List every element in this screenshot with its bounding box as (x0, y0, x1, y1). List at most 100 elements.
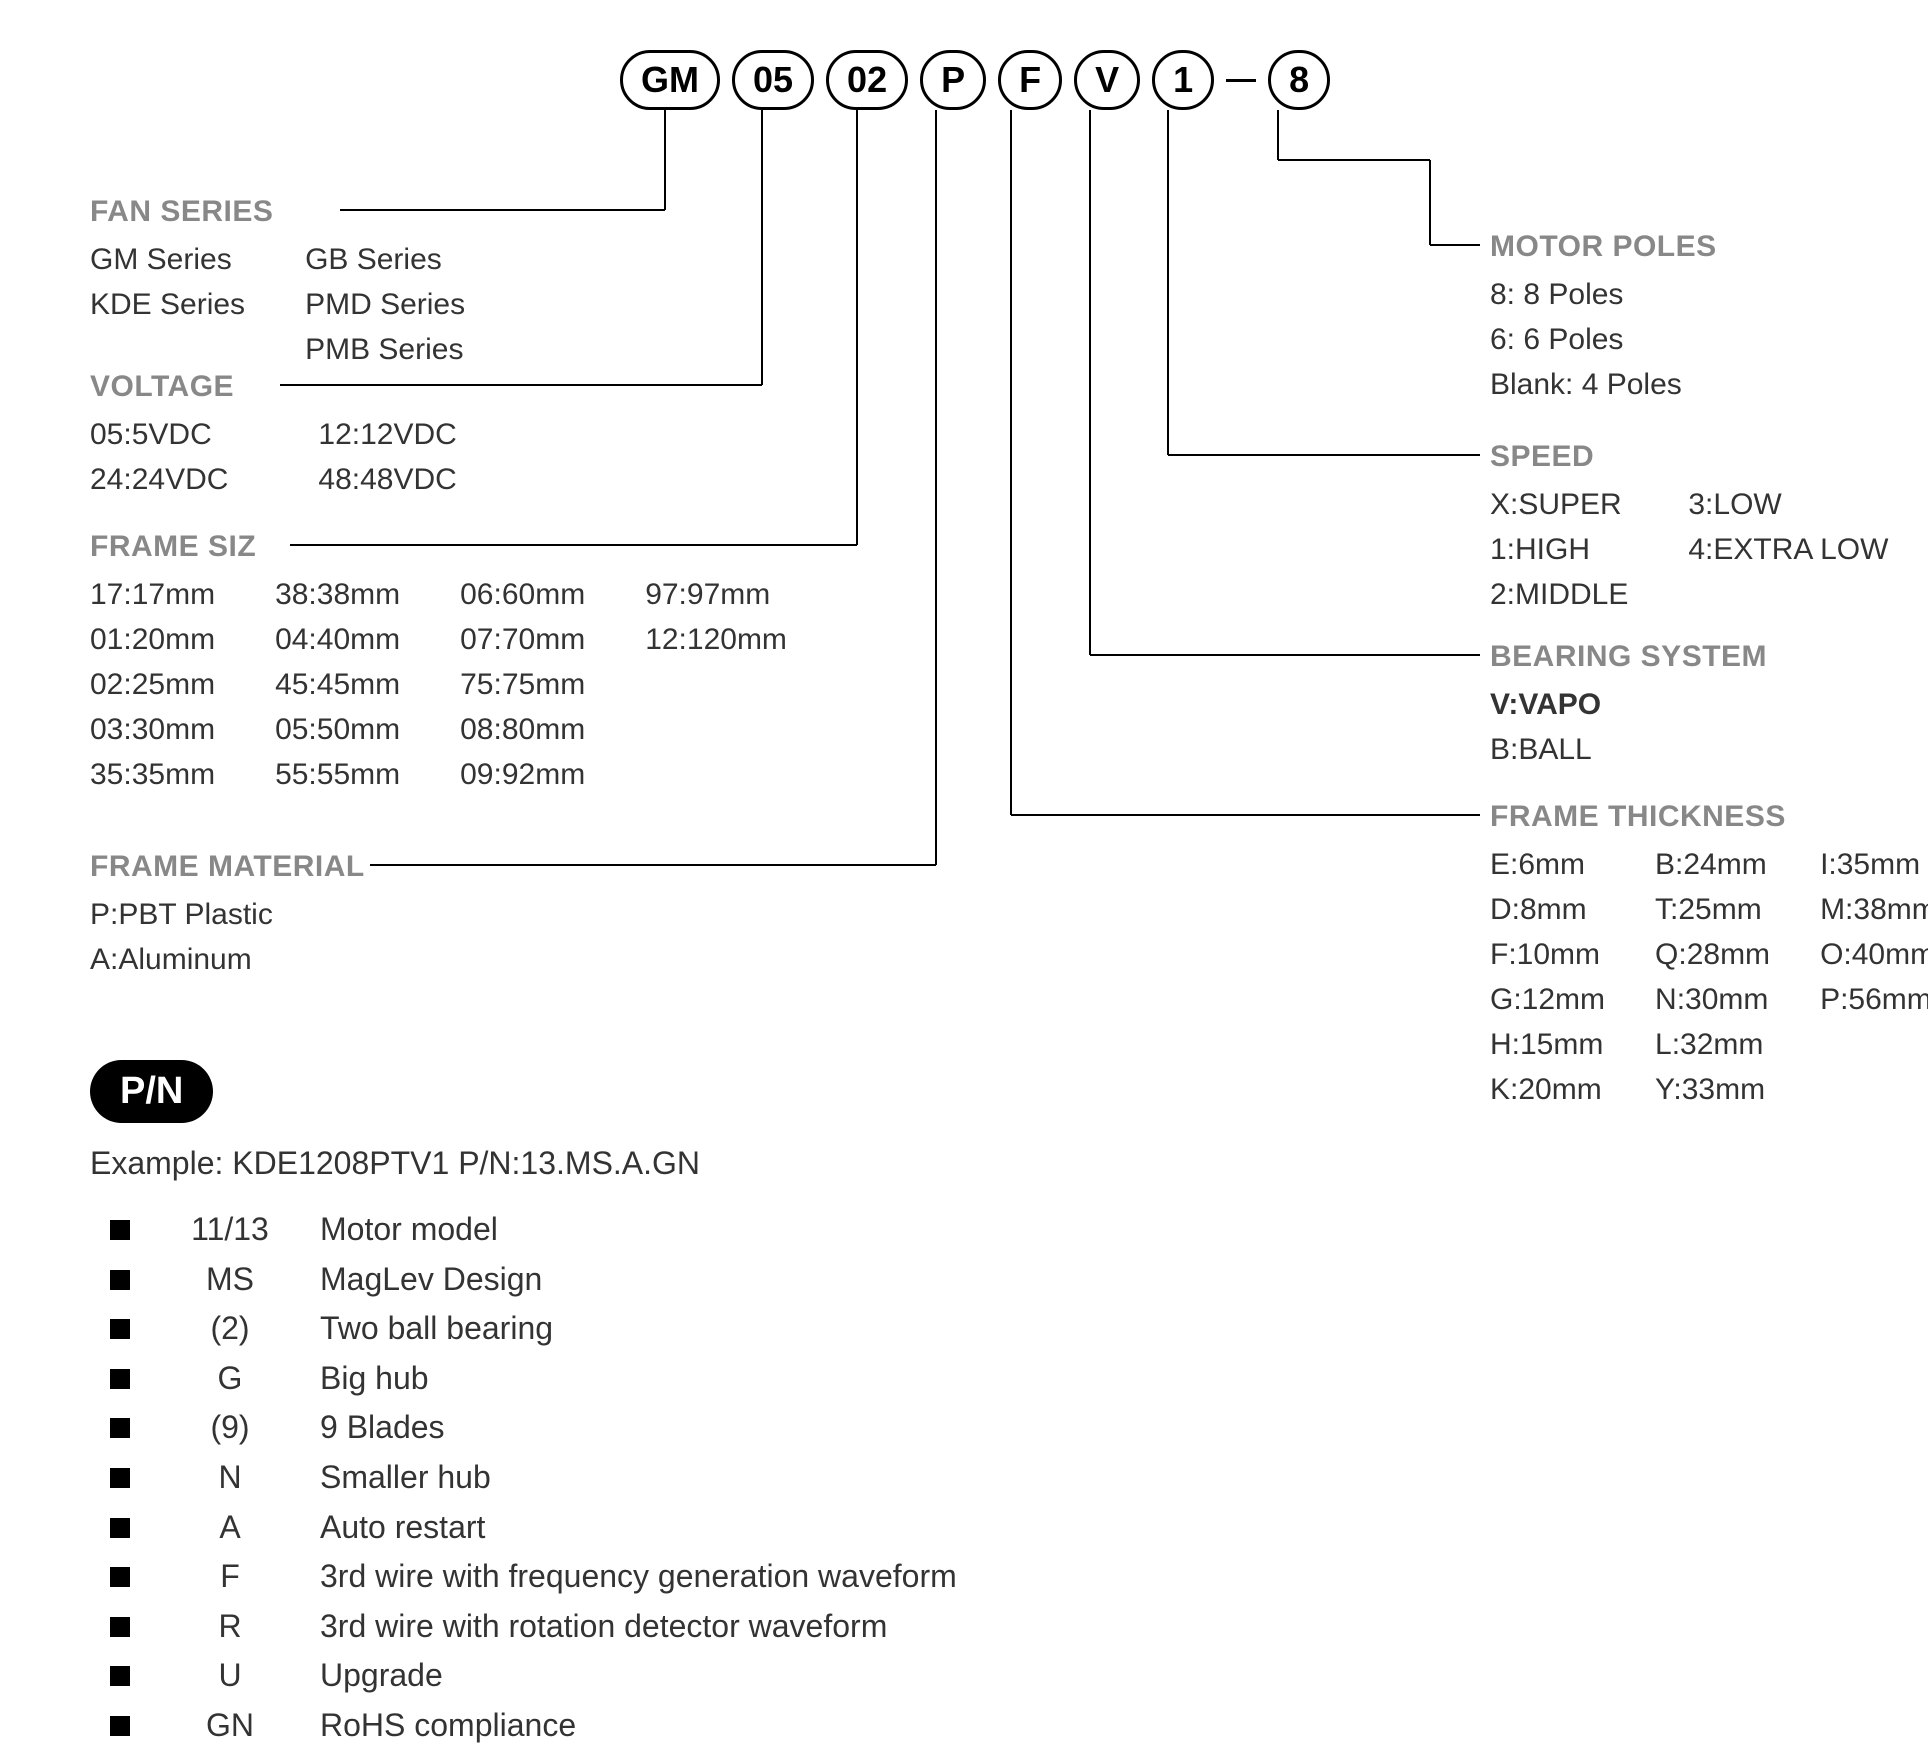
section-columns: 8: 8 Poles6: 6 PolesBlank: 4 Poles (1490, 272, 1717, 407)
pn-example: Example: KDE1208PTV1 P/N:13.MS.A.GN (90, 1145, 700, 1182)
pn-code: U (160, 1651, 300, 1701)
section-item: L:32mm (1655, 1022, 1770, 1067)
section-item: 01:20mm (90, 617, 215, 662)
section-item: 12:120mm (645, 617, 787, 662)
pn-row: MSMagLev Design (110, 1255, 957, 1305)
pn-list: 11/13Motor modelMSMagLev Design(2)Two ba… (110, 1205, 957, 1751)
section-item: 4:EXTRA LOW (1688, 527, 1888, 572)
section-item: 45:45mm (275, 662, 400, 707)
pn-row: 11/13Motor model (110, 1205, 957, 1255)
left-section: VOLTAGE05:5VDC24:24VDC12:12VDC48:48VDC (90, 370, 457, 502)
section-column: 17:17mm01:20mm02:25mm03:30mm35:35mm (90, 572, 215, 797)
part-number-code-row: GM 05 02 P F V 1 8 (620, 50, 1330, 110)
bullet-icon (110, 1220, 130, 1240)
pn-row: GBig hub (110, 1354, 957, 1404)
section-columns: 05:5VDC24:24VDC 12:12VDC48:48VDC (90, 412, 457, 502)
pn-description: MagLev Design (320, 1255, 542, 1305)
section-column: V:VAPOB:BALL (1490, 682, 1601, 772)
pn-row: GNRoHS compliance (110, 1701, 957, 1751)
bullet-icon (110, 1716, 130, 1736)
section-column: 06:60mm07:70mm75:75mm08:80mm09:92mm (460, 572, 585, 797)
section-column: GB SeriesPMD SeriesPMB Series (305, 237, 465, 372)
pn-row: (2)Two ball bearing (110, 1304, 957, 1354)
section-item: 38:38mm (275, 572, 400, 617)
section-item: N:30mm (1655, 977, 1770, 1022)
section-item: 3:LOW (1688, 482, 1888, 527)
left-section: FRAME SIZ17:17mm01:20mm02:25mm03:30mm35:… (90, 530, 787, 797)
right-section: FRAME THICKNESS E:6mmD:8mmF:10mmG:12mmH:1… (1490, 800, 1928, 1112)
bullet-icon (110, 1418, 130, 1438)
right-section: MOTOR POLES8: 8 Poles6: 6 PolesBlank: 4 … (1490, 230, 1717, 407)
section-item: 17:17mm (90, 572, 215, 617)
pn-description: Two ball bearing (320, 1304, 553, 1354)
section-item: I:35mm (1820, 842, 1928, 887)
section-item: V:VAPO (1490, 682, 1601, 727)
section-item: 1:HIGH (1490, 527, 1628, 572)
pn-row: UUpgrade (110, 1651, 957, 1701)
section-item: Q:28mm (1655, 932, 1770, 977)
section-item: D:8mm (1490, 887, 1605, 932)
section-title: FRAME MATERIAL (90, 850, 365, 884)
pn-row: R3rd wire with rotation detector wavefor… (110, 1602, 957, 1652)
section-columns: X:SUPER1:HIGH2:MIDDLE 3:LOW4:EXTRA LOW (1490, 482, 1888, 617)
section-columns: V:VAPOB:BALL (1490, 682, 1767, 772)
section-item: G:12mm (1490, 977, 1605, 1022)
pn-description: Auto restart (320, 1503, 485, 1553)
code-pill-6: 1 (1152, 50, 1214, 110)
section-column: 38:38mm04:40mm45:45mm05:50mm55:55mm (275, 572, 400, 797)
pn-description: 9 Blades (320, 1403, 445, 1453)
section-column: X:SUPER1:HIGH2:MIDDLE (1490, 482, 1628, 617)
section-column: 97:97mm12:120mm (645, 572, 787, 797)
code-pill-3: P (920, 50, 986, 110)
section-item: 48:48VDC (318, 457, 456, 502)
section-columns: 17:17mm01:20mm02:25mm03:30mm35:35mm 38:38… (90, 572, 787, 797)
section-item: 08:80mm (460, 707, 585, 752)
section-item: P:PBT Plastic (90, 892, 273, 937)
section-item: P:56mm (1820, 977, 1928, 1022)
code-pill-2: 02 (826, 50, 908, 110)
section-item: 12:12VDC (318, 412, 456, 457)
pn-description: 3rd wire with frequency generation wavef… (320, 1552, 957, 1602)
bullet-icon (110, 1617, 130, 1637)
section-item: 05:50mm (275, 707, 400, 752)
bullet-icon (110, 1567, 130, 1587)
section-item: 07:70mm (460, 617, 585, 662)
pn-code: (9) (160, 1403, 300, 1453)
section-column: 3:LOW4:EXTRA LOW (1688, 482, 1888, 617)
section-item: Blank: 4 Poles (1490, 362, 1682, 407)
section-item: 06:60mm (460, 572, 585, 617)
section-item: 09:92mm (460, 752, 585, 797)
pn-code: F (160, 1552, 300, 1602)
left-section: FRAME MATERIAL P:PBT PlasticA:Aluminum (90, 850, 365, 982)
section-column: B:24mmT:25mmQ:28mmN:30mmL:32mmY:33mm (1655, 842, 1770, 1112)
section-item: 02:25mm (90, 662, 215, 707)
section-title: BEARING SYSTEM (1490, 640, 1767, 674)
pn-code: 11/13 (160, 1205, 300, 1255)
bullet-icon (110, 1270, 130, 1290)
pn-code: N (160, 1453, 300, 1503)
left-section: FAN SERIESGM SeriesKDE SeriesGB SeriesPM… (90, 195, 465, 372)
section-item: M:38mm (1820, 887, 1928, 932)
pn-description: Smaller hub (320, 1453, 491, 1503)
section-item: A:Aluminum (90, 937, 273, 982)
section-column: E:6mmD:8mmF:10mmG:12mmH:15mmK:20mm (1490, 842, 1605, 1112)
pn-code: R (160, 1602, 300, 1652)
section-item: KDE Series (90, 282, 245, 327)
bullet-icon (110, 1666, 130, 1686)
bullet-icon (110, 1319, 130, 1339)
section-column: 05:5VDC24:24VDC (90, 412, 228, 502)
section-item: K:20mm (1490, 1067, 1605, 1112)
section-item: B:BALL (1490, 727, 1601, 772)
right-section: SPEEDX:SUPER1:HIGH2:MIDDLE3:LOW4:EXTRA L… (1490, 440, 1888, 617)
section-item: 6: 6 Poles (1490, 317, 1682, 362)
pn-badge: P/N (90, 1060, 213, 1123)
section-title: FRAME THICKNESS (1490, 800, 1928, 834)
section-item: GM Series (90, 237, 245, 282)
section-item: 55:55mm (275, 752, 400, 797)
section-column: 12:12VDC48:48VDC (318, 412, 456, 502)
section-item: PMB Series (305, 327, 465, 372)
section-item: X:SUPER (1490, 482, 1628, 527)
code-pill-4: F (998, 50, 1062, 110)
section-item: H:15mm (1490, 1022, 1605, 1067)
section-item: 35:35mm (90, 752, 215, 797)
